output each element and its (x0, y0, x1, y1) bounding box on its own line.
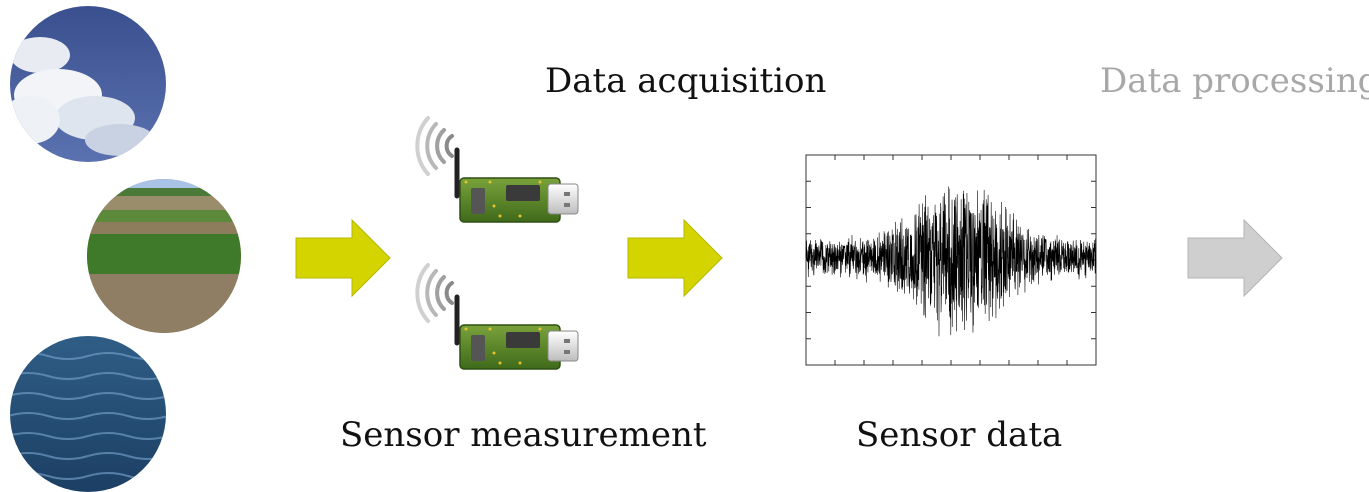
arrow-right-icon (295, 218, 391, 298)
sensor-data-label: Sensor data (856, 415, 1063, 455)
data-processing-title: Data processing (1100, 61, 1369, 101)
wireless-sensor-icon (415, 116, 579, 223)
arrow-right-icon (1187, 218, 1283, 298)
sea-photo (10, 336, 166, 492)
sky-photo (10, 6, 166, 162)
sensor-signal-plot (805, 154, 1097, 366)
arrow-right-icon (627, 218, 723, 298)
wireless-sensor-icon (415, 263, 579, 370)
signal-trace (805, 186, 1097, 337)
field-photo (87, 179, 241, 333)
sensor-measurement-label: Sensor measurement (340, 415, 707, 455)
data-acquisition-title: Data acquisition (545, 61, 827, 101)
